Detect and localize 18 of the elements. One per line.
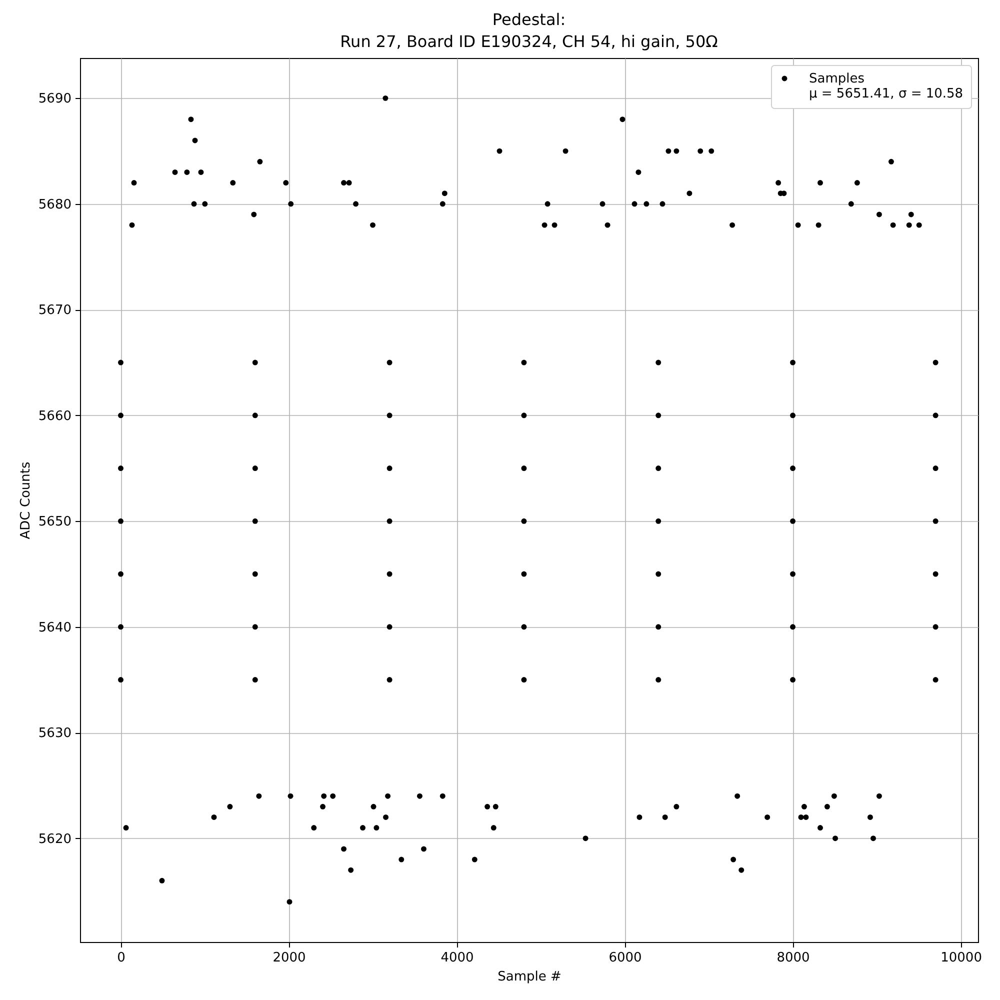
x-axis-title: Sample # — [498, 970, 562, 984]
x-tick-label: 6000 — [608, 950, 642, 966]
y-tick-label: 5620 — [38, 832, 72, 847]
x-tick-label: 0 — [117, 950, 126, 966]
y-tick-label: 5660 — [38, 408, 72, 424]
y-tick-label: 5640 — [38, 620, 72, 636]
legend-label: Samples μ = 5651.41, σ = 10.58 — [809, 72, 964, 102]
y-tick-label: 5630 — [38, 726, 72, 742]
y-tick-label: 5690 — [38, 92, 72, 107]
chart-title: Pedestal: Run 27, Board ID E190324, CH 54, hi gain, 50Ω — [340, 10, 718, 51]
x-tick-label: 8000 — [776, 950, 810, 966]
y-tick-label: 5650 — [38, 514, 72, 530]
y-tick-label: 5670 — [38, 303, 72, 318]
x-tick-label: 4000 — [440, 950, 474, 966]
x-tick-label: 2000 — [272, 950, 306, 966]
y-tick-label: 5680 — [38, 197, 72, 212]
y-axis-title: ADC Counts — [18, 462, 34, 540]
x-tick-label: 10000 — [940, 950, 982, 966]
